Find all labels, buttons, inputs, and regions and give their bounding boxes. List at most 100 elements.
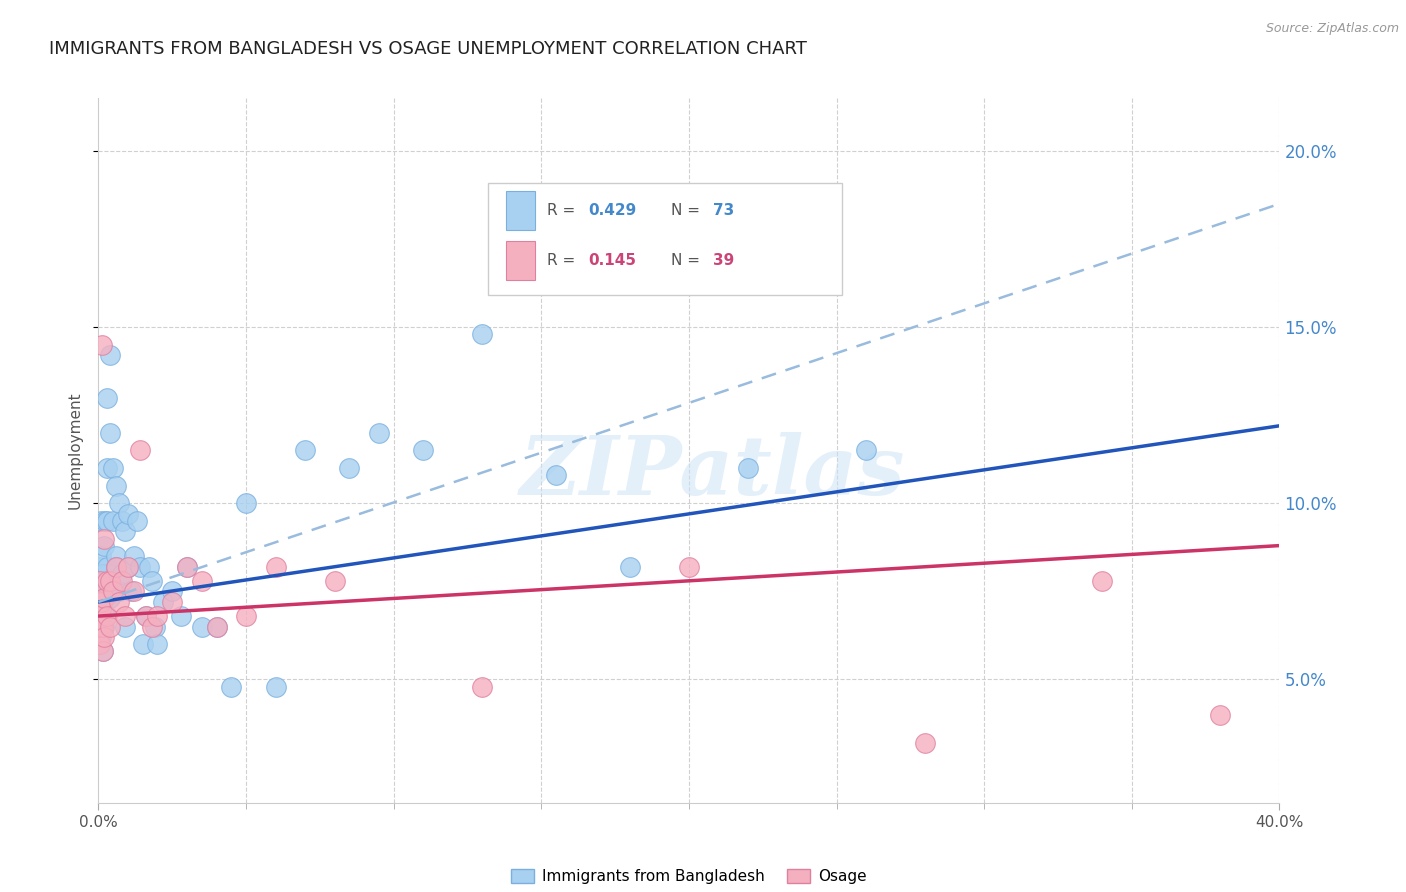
Point xyxy=(914,736,936,750)
Point xyxy=(471,327,494,342)
Point xyxy=(91,644,114,658)
Point xyxy=(91,609,114,624)
Point xyxy=(90,595,112,609)
Point xyxy=(96,514,118,528)
Point xyxy=(93,630,115,644)
Point xyxy=(98,425,121,440)
Point xyxy=(191,619,214,633)
Point xyxy=(94,609,117,624)
Point xyxy=(96,461,118,475)
Point xyxy=(96,574,118,588)
Point xyxy=(89,584,111,599)
Point xyxy=(91,619,114,633)
Point xyxy=(103,514,125,528)
Point xyxy=(105,479,128,493)
Point xyxy=(91,591,114,606)
Point xyxy=(117,507,139,521)
Point xyxy=(90,619,112,633)
Point xyxy=(146,637,169,651)
Point xyxy=(191,574,214,588)
Text: 39: 39 xyxy=(713,252,734,268)
Point xyxy=(141,619,163,633)
Point xyxy=(96,559,118,574)
Point xyxy=(141,574,163,588)
Point xyxy=(90,584,112,599)
Point xyxy=(135,609,157,624)
Point xyxy=(93,595,115,609)
Point xyxy=(91,338,114,352)
Text: ZIPatlas: ZIPatlas xyxy=(520,432,905,512)
Point xyxy=(91,619,114,633)
Point xyxy=(546,468,568,483)
Point xyxy=(90,602,112,616)
Text: R =: R = xyxy=(547,203,581,219)
Point xyxy=(152,595,174,609)
Point xyxy=(619,559,641,574)
Point xyxy=(162,584,183,599)
Point xyxy=(87,630,110,644)
Point xyxy=(122,584,145,599)
Point xyxy=(96,391,118,405)
Point xyxy=(471,680,494,694)
Point xyxy=(103,584,125,599)
Point xyxy=(125,514,148,528)
Point xyxy=(368,425,391,440)
Bar xyxy=(488,183,842,295)
Point xyxy=(146,609,169,624)
Point xyxy=(111,514,134,528)
Point xyxy=(120,584,142,599)
Point xyxy=(678,559,700,574)
Point xyxy=(103,584,125,599)
Point xyxy=(89,559,111,574)
Point xyxy=(89,619,111,633)
Point xyxy=(162,595,183,609)
Point xyxy=(98,574,121,588)
Point xyxy=(323,574,346,588)
Point xyxy=(132,637,155,651)
Text: Source: ZipAtlas.com: Source: ZipAtlas.com xyxy=(1265,22,1399,36)
Point xyxy=(108,595,131,609)
Point xyxy=(176,559,198,574)
Point xyxy=(219,680,242,694)
Point xyxy=(114,619,136,633)
Point xyxy=(98,619,121,633)
Bar xyxy=(506,241,536,279)
Point xyxy=(87,595,110,609)
Text: N =: N = xyxy=(671,203,704,219)
Point xyxy=(96,609,118,624)
Point xyxy=(89,595,111,609)
Point xyxy=(143,619,166,633)
Text: 0.429: 0.429 xyxy=(589,203,637,219)
Point xyxy=(138,559,160,574)
Point xyxy=(117,559,139,574)
Point xyxy=(176,559,198,574)
Y-axis label: Unemployment: Unemployment xyxy=(67,392,83,509)
Point xyxy=(105,559,128,574)
Legend: Immigrants from Bangladesh, Osage: Immigrants from Bangladesh, Osage xyxy=(505,863,873,890)
Text: 0.145: 0.145 xyxy=(589,252,637,268)
Point xyxy=(94,591,117,606)
Point xyxy=(89,574,111,588)
Point xyxy=(205,619,228,633)
Point xyxy=(105,549,128,564)
Point xyxy=(91,644,114,658)
Point xyxy=(339,461,360,475)
Point xyxy=(170,609,193,624)
Point xyxy=(90,514,112,528)
Point xyxy=(205,619,228,633)
Point xyxy=(122,549,145,564)
Point xyxy=(1209,707,1232,722)
Point xyxy=(737,461,759,475)
Point xyxy=(90,549,112,564)
Point xyxy=(264,680,287,694)
Point xyxy=(93,532,115,546)
Point xyxy=(235,496,257,510)
Bar xyxy=(506,192,536,230)
Point xyxy=(93,539,115,553)
Point xyxy=(128,559,150,574)
Point xyxy=(89,619,111,633)
Point xyxy=(108,584,131,599)
Point xyxy=(93,591,115,606)
Point xyxy=(855,443,877,458)
Point xyxy=(91,566,114,581)
